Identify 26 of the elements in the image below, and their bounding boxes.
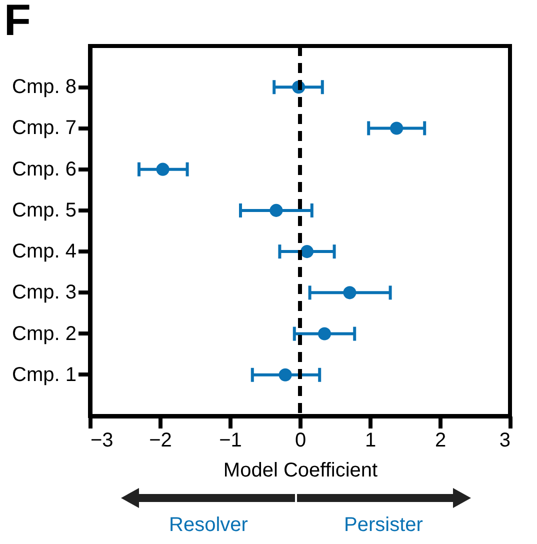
point — [343, 286, 356, 300]
y-tick-label: Cmp. 1 — [12, 364, 76, 386]
x-tick-label: 2 — [434, 430, 446, 452]
y-tick-label: Cmp. 4 — [12, 240, 76, 263]
y-tick-label: Cmp. 2 — [12, 322, 76, 345]
point — [270, 204, 283, 217]
text: Resolver — [169, 514, 248, 537]
x-tick-label: 0 — [294, 430, 306, 452]
y-tick-label: Cmp. 6 — [12, 158, 76, 180]
chart-title: F — [4, 0, 31, 45]
point — [318, 327, 332, 340]
x-tick-label: −2 — [149, 430, 172, 452]
x-axis-title: Model Coefficient — [223, 460, 378, 482]
y-tick-label: Cmp. 7 — [12, 117, 76, 140]
text: Persister — [344, 514, 423, 537]
x-tick-label: −1 — [219, 430, 242, 452]
point — [300, 245, 314, 258]
point — [278, 368, 292, 382]
x-tick-label: 1 — [364, 430, 376, 452]
x-tick-label: −3 — [90, 430, 114, 452]
y-tick-label: Cmp. 8 — [12, 76, 76, 98]
x-tick-label: 3 — [499, 430, 510, 452]
y-tick-label: Cmp. 3 — [12, 282, 76, 304]
point — [156, 162, 170, 176]
y-tick-label: Cmp. 5 — [12, 199, 76, 222]
point — [390, 122, 404, 135]
